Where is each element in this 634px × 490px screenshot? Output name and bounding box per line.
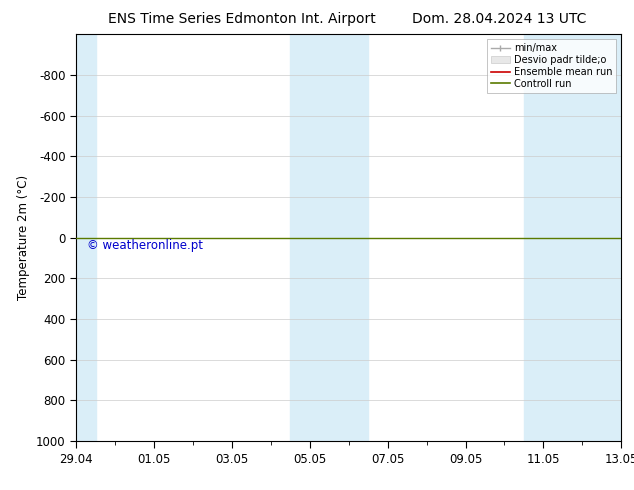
Bar — [524, 34, 621, 441]
Y-axis label: Temperature 2m (°C): Temperature 2m (°C) — [18, 175, 30, 300]
Bar — [290, 34, 368, 441]
Text: © weatheronline.pt: © weatheronline.pt — [87, 239, 203, 252]
Text: ENS Time Series Edmonton Int. Airport: ENS Time Series Edmonton Int. Airport — [108, 12, 375, 26]
Legend: min/max, Desvio padr tilde;o, Ensemble mean run, Controll run: min/max, Desvio padr tilde;o, Ensemble m… — [487, 39, 616, 93]
Text: Dom. 28.04.2024 13 UTC: Dom. 28.04.2024 13 UTC — [412, 12, 586, 26]
Bar — [76, 34, 96, 441]
